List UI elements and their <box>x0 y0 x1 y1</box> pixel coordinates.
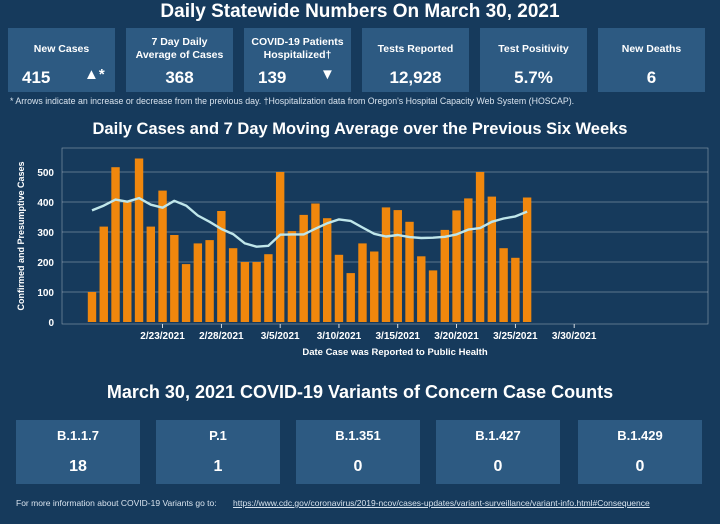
bar <box>170 235 179 322</box>
variant-name: P.1 <box>209 428 227 443</box>
bar <box>440 229 449 322</box>
more-info: For more information about COVID-19 Vari… <box>16 498 650 508</box>
x-tick-label: 3/30/2021 <box>552 331 597 342</box>
variant-name: B.1.351 <box>335 428 381 443</box>
bar <box>323 218 332 322</box>
x-tick-label: 3/5/2021 <box>261 331 300 342</box>
bar <box>252 262 261 322</box>
variant-count: 0 <box>353 458 363 475</box>
bar <box>193 243 203 322</box>
tile-test-positivity: Test Positivity 5.7% <box>480 28 587 92</box>
bar <box>393 210 402 322</box>
tile-value: 6 <box>646 68 657 87</box>
y-tick-label: 0 <box>48 318 54 329</box>
bar <box>370 251 379 322</box>
bar <box>464 198 473 322</box>
variant-tile-b1429: B.1.429 0 <box>578 420 702 484</box>
bar <box>475 172 485 322</box>
tile-label: Test Positivity <box>498 42 569 55</box>
bar <box>452 210 461 322</box>
bar <box>146 226 155 322</box>
tile-hospitalized: COVID-19 Patients Hospitalized† 139 ▼ <box>244 28 351 92</box>
variant-name: B.1.429 <box>617 428 663 443</box>
bar <box>311 203 320 322</box>
bar <box>358 243 367 322</box>
bar <box>205 240 214 322</box>
tile-value: 139 <box>258 68 287 87</box>
bar <box>99 226 108 322</box>
x-tick-label: 3/25/2021 <box>493 331 538 342</box>
bar <box>181 264 191 322</box>
tile-value: 368 <box>165 68 194 87</box>
bar <box>381 207 391 322</box>
plot-frame <box>61 147 709 325</box>
variant-name: B.1.427 <box>475 428 521 443</box>
bar <box>299 214 308 322</box>
bar <box>134 158 144 322</box>
y-axis-label: Confirmed and Presumptive Cases <box>16 161 26 310</box>
variant-count: 1 <box>213 458 223 475</box>
y-tick-label: 500 <box>37 168 54 179</box>
x-tick-label: 3/20/2021 <box>434 331 479 342</box>
bar <box>264 254 273 322</box>
tile-label: COVID-19 Patients Hospitalized† <box>251 36 344 61</box>
tile-label: 7 Day Daily Average of Cases <box>135 36 224 61</box>
variant-tile-p1: P.1 1 <box>156 420 280 484</box>
tile-7day-average: 7 Day Daily Average of Cases 368 <box>126 28 233 92</box>
more-info-text: For more information about COVID-19 Vari… <box>16 498 217 508</box>
daily-cases-chart: 0 100 200 300 400 500 Confirmed and Presumptiv… <box>16 147 709 358</box>
y-tick-label: 300 <box>37 228 54 239</box>
bar <box>111 167 120 322</box>
variant-count: 18 <box>69 458 87 475</box>
arrow-up-icon: ▲* <box>84 66 105 83</box>
tile-label: Tests Reported <box>377 42 454 55</box>
bar <box>287 231 297 322</box>
bar <box>228 248 238 322</box>
tile-new-cases: New Cases 415 ▲* <box>8 28 115 92</box>
tile-label: New Deaths <box>621 42 682 55</box>
moving-average-line <box>91 196 528 248</box>
variant-tile-b1351: B.1.351 0 <box>296 420 420 484</box>
y-tick-label: 200 <box>37 258 54 269</box>
variant-info-link[interactable]: https://www.cdc.gov/coronavirus/2019-nco… <box>233 498 650 508</box>
bar <box>428 270 438 322</box>
x-axis-label: Date Case was Reported to Public Health <box>302 347 487 358</box>
page-title: Daily Statewide Numbers On March 30, 202… <box>160 1 560 22</box>
bar <box>123 201 132 322</box>
bar <box>217 211 226 322</box>
bar <box>275 172 285 322</box>
chart-title: Daily Cases and 7 Day Moving Average ove… <box>92 120 628 138</box>
bar <box>405 221 414 322</box>
x-tick-label: 3/10/2021 <box>317 331 362 342</box>
x-tick-label: 2/23/2021 <box>140 331 185 342</box>
bar <box>487 196 497 322</box>
variants-title: March 30, 2021 COVID-19 Variants of Conc… <box>106 382 614 402</box>
bar <box>158 190 167 322</box>
tile-new-deaths: New Deaths 6 <box>598 28 705 92</box>
x-tick-label: 3/15/2021 <box>376 331 421 342</box>
tile-value: 415 <box>22 68 51 87</box>
y-tick-label: 400 <box>37 198 54 209</box>
bar <box>334 254 344 322</box>
tile-value: 5.7% <box>514 68 553 87</box>
bar <box>240 262 250 322</box>
variant-name: B.1.1.7 <box>57 428 99 443</box>
tile-value: 12,928 <box>389 68 442 87</box>
bar <box>87 292 97 322</box>
variant-count: 0 <box>635 458 645 475</box>
tile-label: New Cases <box>33 42 90 55</box>
bar <box>499 248 508 322</box>
bar <box>511 257 520 322</box>
variant-tile-b117: B.1.1.7 18 <box>16 420 140 484</box>
x-tick-label: 2/28/2021 <box>199 331 244 342</box>
variant-tile-b1427: B.1.427 0 <box>436 420 560 484</box>
bar <box>346 273 355 322</box>
variant-count: 0 <box>493 458 503 475</box>
bar <box>417 256 426 322</box>
tile-tests-reported: Tests Reported 12,928 <box>362 28 469 92</box>
footnote: * Arrows indicate an increase or decreas… <box>10 96 575 106</box>
bar <box>522 197 532 322</box>
arrow-down-icon: ▼ <box>320 66 335 83</box>
y-tick-label: 100 <box>37 288 54 299</box>
